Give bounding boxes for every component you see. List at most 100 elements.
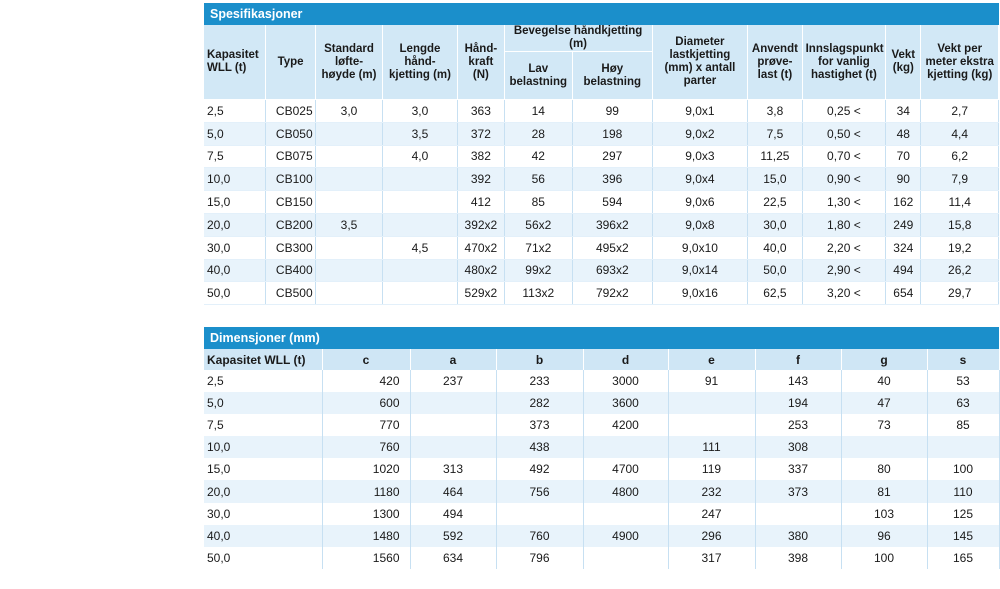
- spec-cell: 9,0x3: [652, 145, 749, 169]
- dim-row: 7,5 770 373 4200 253 73 85: [204, 414, 1000, 437]
- dim-cell: 143: [755, 370, 842, 393]
- spec-cell: 29,7: [920, 281, 999, 306]
- spec-cell: 2,20 <: [802, 236, 887, 260]
- dim-cell: 634: [410, 546, 497, 569]
- spec-cell: 3,8: [747, 99, 803, 123]
- dim-cell: 100: [927, 458, 1000, 481]
- dim-header: c: [322, 349, 411, 370]
- spec-cell: CB050: [265, 122, 317, 146]
- spec-cell: CB025: [265, 99, 317, 123]
- dim-cell: 592: [410, 524, 497, 547]
- dim-cell: 125: [927, 502, 1000, 525]
- spec-cell: 9,0x6: [652, 190, 749, 214]
- spec-cell: 3,20 <: [802, 281, 887, 306]
- dim-header: s: [927, 349, 1000, 370]
- spec-cell: 56x2: [504, 213, 574, 237]
- dim-row: 40,0 1480 592 760 4900 296 380 96 145: [204, 524, 1000, 547]
- spec-cell: 0,50 <: [802, 122, 887, 146]
- dim-cell: 1020: [322, 458, 411, 481]
- spec-cell: [382, 190, 459, 214]
- spec-cell: 9,0x4: [652, 167, 749, 192]
- header-test-load: Anvendt prøve-last (t): [747, 25, 803, 100]
- dim-cell: 308: [755, 436, 842, 459]
- spec-cell: 70: [885, 145, 922, 169]
- dim-cell: 492: [496, 458, 584, 481]
- spec-cell: [382, 167, 459, 192]
- dim-cell: 80: [841, 458, 928, 481]
- dim-cell: 420: [322, 370, 411, 393]
- spec-cell: 9,0x14: [652, 259, 749, 283]
- dim-row: 5,0 600 282 3600 194 47 63: [204, 392, 1000, 415]
- dim-cell: [668, 392, 756, 415]
- spec-cell: 99x2: [504, 259, 574, 283]
- dim-cell: [841, 436, 928, 459]
- spec-cell: 470x2: [457, 236, 505, 260]
- spec-cell: 495x2: [572, 236, 653, 260]
- spec-cell: 392x2: [457, 213, 505, 237]
- dim-cell: 1180: [322, 480, 411, 503]
- spec-cell: 412: [457, 190, 505, 214]
- spec-cell: 11,25: [747, 145, 803, 169]
- spec-cell: 382: [457, 145, 505, 169]
- spec-cell: 10,0: [204, 167, 266, 192]
- dim-cell: [927, 436, 1000, 459]
- spec-cell: 372: [457, 122, 505, 146]
- header-hand-chain-movement: Bevegelse håndkjetting (m): [504, 25, 653, 52]
- dim-cell: 756: [496, 480, 584, 503]
- spec-row: 15,0 CB150 412 85 594 9,0x6 22,5 1,30 <162 11,4: [204, 190, 999, 214]
- dim-cell: 81: [841, 480, 928, 503]
- dim-cell: 770: [322, 414, 411, 437]
- dim-cell: 796: [496, 546, 584, 569]
- spec-cell: 324: [885, 236, 922, 260]
- dim-cell: [668, 414, 756, 437]
- spec-cell: CB100: [265, 167, 317, 192]
- spec-cell: 494: [885, 259, 922, 283]
- spec-cell: 654: [885, 281, 922, 306]
- dim-header: d: [583, 349, 669, 370]
- spec-cell: 30,0: [204, 236, 266, 260]
- spec-cell: 4,4: [920, 122, 999, 146]
- spec-cell: 99: [572, 99, 653, 123]
- dim-cell: 111: [668, 436, 756, 459]
- dim-cell: 760: [496, 524, 584, 547]
- spec-cell: 6,2: [920, 145, 999, 169]
- spec-cell: [315, 145, 383, 169]
- dim-cell: 7,5: [204, 414, 323, 437]
- spec-cell: 249: [885, 213, 922, 237]
- spec-cell: 22,5: [747, 190, 803, 214]
- dim-cell: 1480: [322, 524, 411, 547]
- spec-cell: 28: [504, 122, 574, 146]
- dim-cell: 233: [496, 370, 584, 393]
- spec-cell: 7,5: [747, 122, 803, 146]
- spec-cell: CB150: [265, 190, 317, 214]
- dim-cell: 760: [322, 436, 411, 459]
- dim-cell: 296: [668, 524, 756, 547]
- dim-cell: 4700: [583, 458, 669, 481]
- spec-cell: 20,0: [204, 213, 266, 237]
- spec-cell: 594: [572, 190, 653, 214]
- dim-row: 20,0 1180 464 756 4800 232 373 81 110: [204, 480, 1000, 503]
- spec-cell: 0,90 <: [802, 167, 887, 192]
- spec-row: 2,5 CB025 3,0 3,0 363 14 99 9,0x1 3,8 0,25 <34 2,7: [204, 99, 999, 123]
- dim-cell: 494: [410, 502, 497, 525]
- spec-row: 10,0 CB100 392 56 396 9,0x4 15,0 0,90 <90 7,9: [204, 167, 999, 192]
- dim-cell: [583, 502, 669, 525]
- dim-cell: 30,0: [204, 502, 323, 525]
- dim-cell: 91: [668, 370, 756, 393]
- dim-cell: [410, 436, 497, 459]
- dim-cell: 103: [841, 502, 928, 525]
- spec-cell: [315, 259, 383, 283]
- spec-cell: 3,0: [382, 99, 459, 123]
- dim-cell: 4800: [583, 480, 669, 503]
- dim-cell: 464: [410, 480, 497, 503]
- spec-cell: 42: [504, 145, 574, 169]
- header-hand-force: Hånd-kraft (N): [457, 25, 505, 100]
- dim-cell: 100: [841, 546, 928, 569]
- spec-cell: 26,2: [920, 259, 999, 283]
- spec-cell: 14: [504, 99, 574, 123]
- spec-cell: [315, 190, 383, 214]
- spec-cell: 90: [885, 167, 922, 192]
- spec-cell: 198: [572, 122, 653, 146]
- dim-cell: [410, 414, 497, 437]
- spec-cell: 1,80 <: [802, 213, 887, 237]
